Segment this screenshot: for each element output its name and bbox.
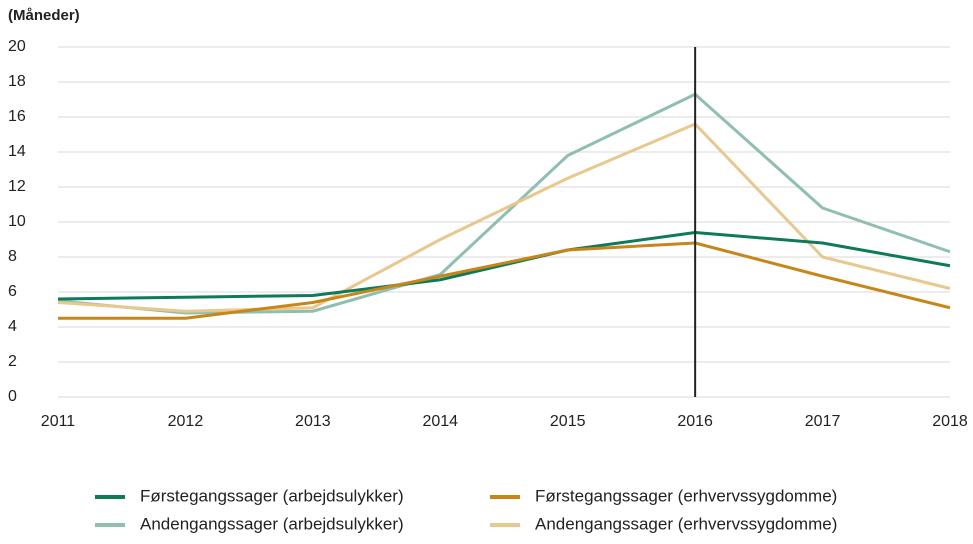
y-tick-label: 20 <box>8 38 26 55</box>
x-tick-label: 2016 <box>677 413 713 430</box>
series-line <box>57 122 951 313</box>
x-tick-label: 2014 <box>422 413 458 430</box>
y-tick-label: 8 <box>8 248 17 265</box>
x-tick-label: 2013 <box>295 413 331 430</box>
legend-label: Andengangssager (erhvervssygdomme) <box>535 514 837 533</box>
y-tick-label: 18 <box>8 73 26 90</box>
legend-label: Andengangssager (arbejdsulykker) <box>140 514 404 533</box>
series-line <box>57 92 951 315</box>
x-tick-label: 2017 <box>805 413 841 430</box>
x-tick-label: 2015 <box>550 413 586 430</box>
y-tick-label: 14 <box>8 143 26 160</box>
y-tick-label: 12 <box>8 178 26 195</box>
legend-label: Førstegangssager (erhvervssygdomme) <box>535 486 837 505</box>
y-tick-label: 4 <box>8 318 17 335</box>
x-tick-label: 2011 <box>41 413 76 430</box>
series-line <box>58 241 951 320</box>
x-tick-label: 2012 <box>168 413 204 430</box>
y-tick-label: 0 <box>8 388 17 405</box>
y-tick-label: 10 <box>8 213 26 230</box>
series-line <box>57 231 951 301</box>
y-tick-label: 2 <box>8 353 17 370</box>
y-tick-label: 6 <box>8 283 17 300</box>
y-axis-label: (Måneder) <box>8 7 80 24</box>
legend-label: Førstegangssager (arbejdsulykker) <box>140 486 404 505</box>
y-tick-label: 16 <box>8 108 26 125</box>
x-tick-label: 2018 <box>932 413 968 430</box>
